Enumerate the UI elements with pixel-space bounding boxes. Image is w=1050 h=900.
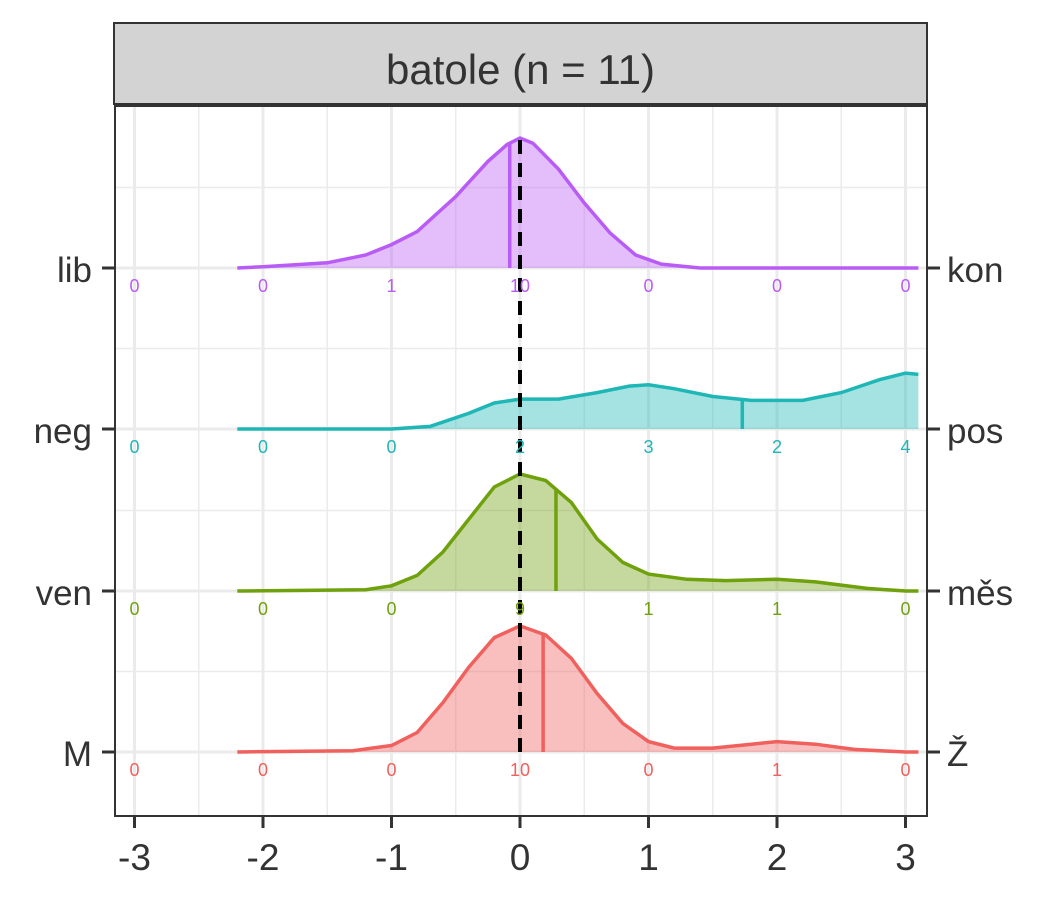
count-label: 0	[258, 599, 268, 619]
density-ridges	[237, 136, 919, 754]
count-label: 1	[772, 760, 782, 780]
y-label-left: lib	[57, 251, 92, 290]
count-label: 0	[129, 276, 139, 296]
ridge-area-M	[237, 625, 919, 752]
count-label: 0	[258, 437, 268, 457]
x-tick-label: -2	[247, 837, 280, 878]
count-label: 3	[643, 437, 653, 457]
count-label: 0	[643, 760, 653, 780]
ridge-line-lib	[237, 136, 919, 270]
facet-title: batole (n = 11)	[386, 46, 655, 93]
count-label: 1	[386, 276, 396, 296]
count-label: 1	[643, 599, 653, 619]
x-tick-label: 0	[510, 837, 531, 878]
count-label: 0	[772, 276, 782, 296]
y-label-left: ven	[36, 574, 92, 613]
x-tick-label: 2	[767, 837, 788, 878]
count-label: 0	[386, 599, 396, 619]
ridge-line-ven	[237, 472, 919, 593]
count-label: 0	[900, 276, 910, 296]
y-label-right: kon	[947, 251, 1003, 290]
count-label: 0	[129, 437, 139, 457]
count-label: 2	[515, 437, 525, 457]
x-tick-label: 3	[895, 837, 916, 878]
count-label: 10	[510, 760, 530, 780]
count-label: 2	[772, 437, 782, 457]
ridge-area-lib	[237, 138, 919, 268]
count-label: 9	[515, 599, 525, 619]
facet-strip	[113, 22, 928, 105]
y-label-left: M	[63, 735, 92, 774]
y-label-right: Ž	[947, 735, 968, 774]
x-tick-label: -1	[375, 837, 408, 878]
ridge-line-neg	[237, 371, 919, 431]
count-label: 0	[258, 276, 268, 296]
count-labels: 0 0 1 10 0 0 00 0 0 2 3 2 40 0 0 9 1 1 00 0 0 10 0 1 0	[129, 276, 910, 780]
count-label: 0	[386, 760, 396, 780]
ridge-line-M	[237, 624, 919, 754]
count-label: 0	[386, 437, 396, 457]
count-label: 0	[129, 599, 139, 619]
count-label: 10	[510, 276, 530, 296]
ridge-area-ven	[237, 474, 919, 591]
x-tick-label: -3	[118, 837, 151, 878]
count-label: 0	[643, 276, 653, 296]
count-label: 0	[129, 760, 139, 780]
x-tick-label: 1	[638, 837, 659, 878]
count-label: 0	[900, 760, 910, 780]
count-label: 1	[772, 599, 782, 619]
y-label-right: pos	[947, 412, 1003, 451]
y-label-left: neg	[34, 412, 92, 451]
count-label: 0	[900, 599, 910, 619]
ridge-area-neg	[237, 373, 919, 429]
y-label-right: měs	[947, 574, 1013, 613]
count-label: 0	[258, 760, 268, 780]
count-label: 4	[900, 437, 910, 457]
axes: lib kon neg pos ven měs M Ž -3 -2 -1 0 1 2 3	[34, 251, 1014, 878]
